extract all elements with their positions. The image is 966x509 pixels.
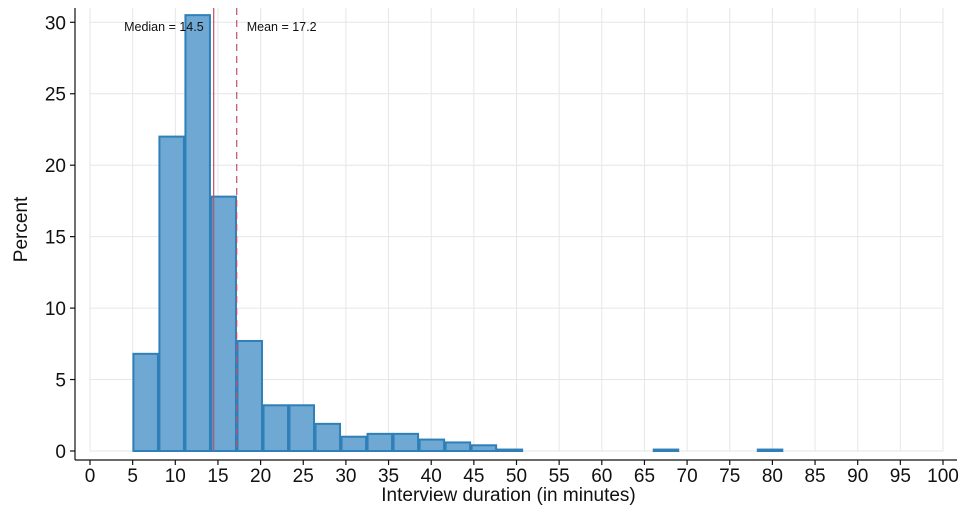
x-tick-label: 50 bbox=[506, 466, 527, 487]
y-tick-label: 15 bbox=[45, 228, 66, 249]
histogram-bar bbox=[314, 422, 342, 453]
x-tick-label: 95 bbox=[890, 466, 911, 487]
x-tick-label: 45 bbox=[463, 466, 484, 487]
mean-label: Mean = 17.2 bbox=[247, 20, 317, 34]
histogram-bar bbox=[392, 432, 420, 453]
x-tick-label: 75 bbox=[719, 466, 740, 487]
x-tick-label: 60 bbox=[591, 466, 612, 487]
y-tick-label: 10 bbox=[45, 299, 66, 320]
x-tick-label: 100 bbox=[927, 466, 959, 487]
x-tick-label: 30 bbox=[335, 466, 356, 487]
axes: 0 5 10 15 20 25 30 35 40 45 50 55 60 65 70 75 80 85 90 95 10… bbox=[45, 8, 959, 487]
x-tick-label: 35 bbox=[378, 466, 399, 487]
bars bbox=[132, 14, 784, 453]
histogram-bar bbox=[444, 441, 472, 453]
x-tick-label: 15 bbox=[207, 466, 228, 487]
histogram-bar bbox=[288, 404, 316, 452]
histogram-bar bbox=[470, 444, 498, 453]
y-tick-label: 5 bbox=[55, 371, 66, 392]
x-tick-label: 20 bbox=[250, 466, 271, 487]
histogram-bar bbox=[132, 352, 159, 452]
histogram-bar bbox=[184, 14, 211, 452]
histogram-bar bbox=[262, 404, 289, 452]
y-tick-label: 20 bbox=[45, 156, 66, 177]
x-axis-title: Interview duration (in minutes) bbox=[381, 485, 636, 506]
histogram-bar bbox=[210, 195, 237, 452]
histogram-bar bbox=[652, 448, 680, 452]
histogram-bar bbox=[158, 135, 185, 452]
x-tick-label: 25 bbox=[293, 466, 314, 487]
y-tick-label: 0 bbox=[55, 442, 66, 463]
x-tick-label: 80 bbox=[762, 466, 783, 487]
x-tick-label: 85 bbox=[804, 466, 825, 487]
x-tick-label: 0 bbox=[85, 466, 96, 487]
y-axis-title: Percent bbox=[11, 196, 32, 262]
histogram-bar bbox=[236, 339, 263, 452]
x-tick-label: 65 bbox=[634, 466, 655, 487]
histogram-bar bbox=[756, 448, 784, 452]
histogram-bar bbox=[340, 435, 368, 453]
median-label: Median = 14.5 bbox=[124, 20, 204, 34]
x-tick-label: 55 bbox=[549, 466, 570, 487]
reference-lines bbox=[213, 8, 238, 451]
y-tick-label: 25 bbox=[45, 85, 66, 106]
x-tick-label: 5 bbox=[127, 466, 138, 487]
histogram-bar bbox=[418, 438, 446, 453]
x-tick-label: 90 bbox=[847, 466, 868, 487]
grid bbox=[89, 8, 944, 452]
y-tick-label: 30 bbox=[45, 13, 66, 34]
x-tick-label: 10 bbox=[165, 466, 186, 487]
x-tick-label: 70 bbox=[677, 466, 698, 487]
histogram-bar bbox=[496, 448, 524, 452]
histogram-bar bbox=[366, 432, 394, 453]
x-tick-label: 40 bbox=[421, 466, 442, 487]
